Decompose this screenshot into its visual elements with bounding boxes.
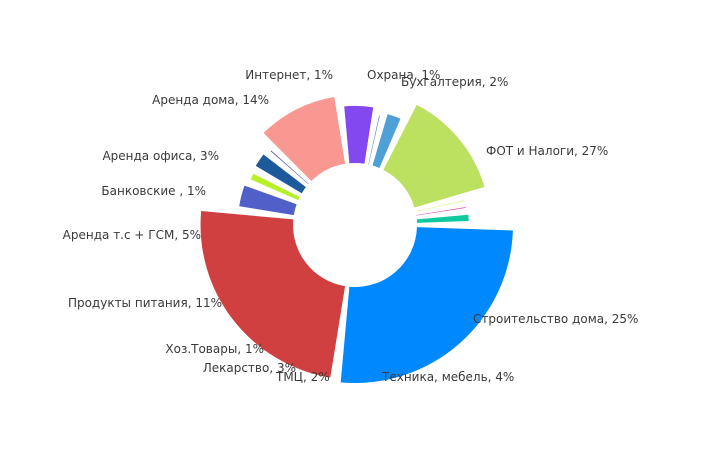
slice-label-продукты-питания: Продукты питания, 11%: [68, 296, 222, 310]
pie-slice-охрана: [416, 207, 466, 216]
pie-slice-техника-мебель: [239, 185, 297, 216]
pie-slice-банковские: [368, 115, 380, 165]
slice-label-охрана: Охрана, 1%: [367, 68, 440, 82]
slice-label-банковские: Банковские , 1%: [101, 184, 206, 198]
slice-label-аренда-дома: Аренда дома, 14%: [152, 93, 269, 107]
slice-label-хоз-товары: Хоз.Товары, 1%: [165, 342, 264, 356]
pie-slice-лекарство: [255, 154, 306, 194]
pie-slice-интернет: [415, 200, 465, 212]
pie-slice-аренда-офиса: [372, 114, 401, 169]
pie-slice-хоз-товары: [270, 150, 309, 185]
slice-label-тмц: ТМЦ, 2%: [275, 370, 330, 384]
pie-slice-аренда-т-с-гсм: [344, 105, 374, 164]
slice-label-аренда-офиса: Аренда офиса, 3%: [102, 149, 219, 163]
pie-slice-фот-и-налоги: [340, 227, 513, 383]
slice-label-лекарство: Лекарство, 3%: [203, 361, 296, 375]
pie-slice-бухгалтерия: [416, 214, 469, 223]
slice-label-фот-и-налоги: ФОТ и Налоги, 27%: [486, 144, 608, 158]
pie-slice-продукты-питания: [263, 96, 346, 182]
pie-slice-тмц: [250, 173, 300, 201]
slice-label-техника-мебель: Техника, мебель, 4%: [381, 370, 514, 384]
slice-label-аренда-т-с-гсм: Аренда т.с + ГСМ, 5%: [63, 228, 201, 242]
slice-label-интернет: Интернет, 1%: [245, 68, 333, 82]
slice-label-бухгалтерия: Бухгалтерия, 2%: [401, 75, 508, 89]
slice-label-строительство-дома: Строительство дома, 25%: [473, 312, 638, 326]
pie-slice-аренда-дома: [383, 104, 485, 208]
pie-slice-строительство-дома: [200, 211, 346, 378]
